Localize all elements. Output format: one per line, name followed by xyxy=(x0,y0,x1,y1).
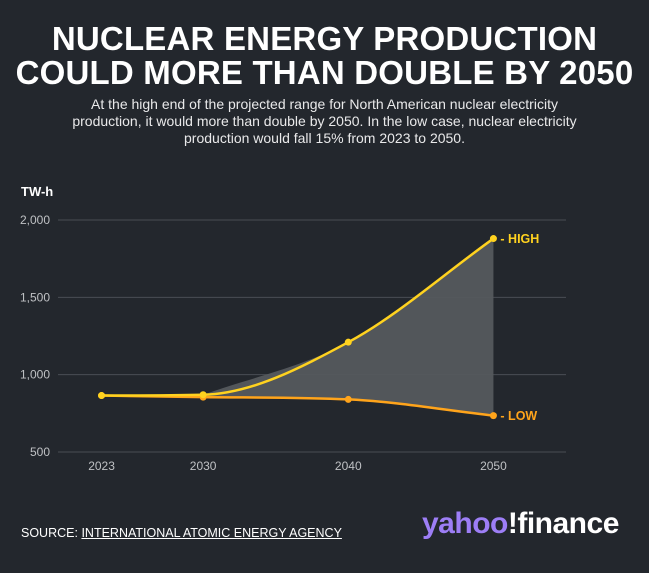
high-low-range-area xyxy=(203,238,494,416)
logo-yahoo: yahoo xyxy=(422,507,508,540)
y-tick-label-2000: 2,000 xyxy=(20,213,50,227)
yahoo-finance-logo: yahoo!finance xyxy=(422,507,619,541)
chart-title: NUCLEAR ENERGY PRODUCTION COULD MORE THA… xyxy=(0,22,649,90)
series-lines xyxy=(101,237,495,417)
chart-subtitle: At the high end of the projected range f… xyxy=(72,96,577,146)
y-axis-tick-labels: 500 1,000 1,500 2,000 xyxy=(20,213,50,459)
source-prefix: SOURCE: xyxy=(21,526,82,540)
point-low-2040 xyxy=(344,395,352,403)
x-tick-label-2023: 2023 xyxy=(88,459,115,473)
x-tick-label-2040: 2040 xyxy=(335,459,362,473)
y-axis-label: TW-h xyxy=(21,184,53,199)
source-note: SOURCE: INTERNATIONAL ATOMIC ENERGY AGEN… xyxy=(21,526,342,540)
y-tick-label-1000: 1,000 xyxy=(20,368,50,382)
series-points xyxy=(98,235,497,420)
x-tick-label-2030: 2030 xyxy=(190,459,217,473)
series-label-high: - HIGH xyxy=(500,232,539,246)
point-high-2030 xyxy=(199,391,207,399)
y-tick-label-500: 500 xyxy=(30,445,50,459)
chart-title-line-2: COULD MORE THAN DOUBLE BY 2050 xyxy=(15,54,634,91)
source-link[interactable]: INTERNATIONAL ATOMIC ENERGY AGENCY xyxy=(81,526,342,540)
point-high-2040 xyxy=(344,338,352,346)
series-line-high xyxy=(101,237,495,397)
range-fill xyxy=(203,238,494,416)
series-label-low: - LOW xyxy=(500,409,537,423)
logo-finance: !finance xyxy=(507,507,620,540)
y-tick-label-1500: 1,500 xyxy=(20,290,50,304)
x-axis-tick-labels: 2023 2030 2040 2050 xyxy=(88,459,507,473)
series-labels: - HIGH - LOW xyxy=(500,232,539,423)
x-tick-label-2050: 2050 xyxy=(480,459,507,473)
chart-title-line-1: NUCLEAR ENERGY PRODUCTION xyxy=(51,20,598,57)
point-high-2050 xyxy=(489,235,497,243)
point-high-2023 xyxy=(98,392,106,400)
point-low-2050 xyxy=(489,412,497,420)
